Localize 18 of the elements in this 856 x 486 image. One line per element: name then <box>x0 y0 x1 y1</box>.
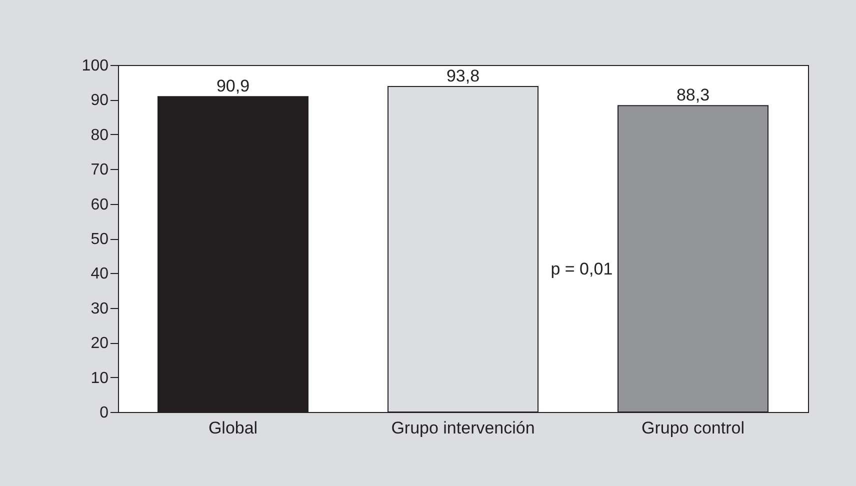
y-tick-label: 10 <box>90 370 109 387</box>
y-tick-label: 100 <box>82 58 109 74</box>
y-tick-label: 70 <box>90 162 109 179</box>
y-tick-label: 60 <box>90 196 109 214</box>
y-tick-label: 50 <box>90 231 109 248</box>
y-tick-label: 40 <box>90 266 109 283</box>
data-label: 93,8 <box>446 66 480 86</box>
y-tick-label: 90 <box>90 92 109 110</box>
y-tick-label: 20 <box>90 335 109 352</box>
y-tick-label: 0 <box>100 404 109 422</box>
annotation: p = 0,01 <box>550 260 613 279</box>
x-tick-label: Global <box>208 418 258 438</box>
data-label: 88,3 <box>676 86 710 105</box>
y-tick-label: 30 <box>90 300 109 318</box>
data-label: 90,9 <box>216 76 250 96</box>
x-tick-label: Grupo control <box>642 418 744 438</box>
y-tick-label: 80 <box>90 126 109 144</box>
x-tick-label: Grupo intervención <box>391 418 535 438</box>
